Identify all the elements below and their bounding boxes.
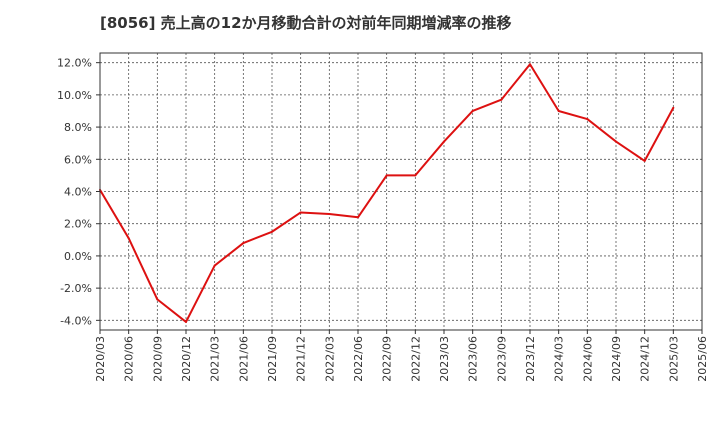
x-tick-label: 2022/12 [409, 336, 422, 382]
x-tick-label: 2021/09 [266, 336, 279, 382]
x-tick-label: 2020/12 [180, 336, 193, 382]
chart-title: [8056] 売上高の12か月移動合計の対前年同期増減率の推移 [100, 14, 512, 32]
data-point [529, 63, 531, 66]
data-point [242, 242, 245, 245]
data-point [185, 320, 187, 323]
x-tick-label: 2022/09 [381, 336, 394, 382]
y-tick-label: 10.0% [57, 89, 92, 102]
x-tick-label: 2021/12 [295, 336, 308, 382]
y-tick-label: 2.0% [64, 218, 92, 231]
x-tick-label: 2020/06 [123, 336, 136, 382]
data-point [156, 298, 159, 301]
y-tick-label: 4.0% [64, 186, 92, 199]
y-tick-label: 0.0% [64, 250, 92, 263]
x-tick-label: 2025/03 [667, 336, 680, 382]
y-tick-label: -2.0% [60, 282, 92, 295]
data-point [471, 109, 474, 112]
x-axis-ticks: 2020/03 2020/06 2020/09 2020/12 2021/03 2021/… [94, 330, 709, 382]
x-tick-label: 2024/03 [553, 336, 566, 382]
x-tick-label: 2020/03 [94, 336, 107, 382]
x-tick-label: 2021/03 [209, 336, 222, 382]
x-tick-label: 2020/09 [151, 336, 164, 382]
data-point [127, 237, 130, 240]
data-point [414, 174, 417, 177]
grid-lines [99, 53, 703, 330]
x-tick-label: 2023/03 [438, 336, 451, 382]
series-group [99, 63, 675, 323]
x-tick-label: 2024/06 [581, 336, 594, 382]
x-tick-label: 2024/12 [639, 336, 652, 382]
x-tick-label: 2023/12 [524, 336, 537, 382]
data-point [643, 159, 646, 162]
plot-frame [99, 52, 703, 331]
y-axis-ticks: 12.0% 10.0% 8.0% 6.0% 4.0% 2.0% 0.0% -2.0% -4.0% [57, 57, 100, 327]
data-point [500, 98, 503, 101]
x-tick-label: 2022/06 [352, 336, 365, 382]
data-point [615, 140, 617, 143]
data-point [213, 264, 216, 267]
data-point [271, 230, 273, 233]
data-point [299, 211, 302, 214]
y-tick-label: 8.0% [64, 121, 92, 134]
data-point [328, 213, 331, 216]
data-point [357, 216, 359, 219]
data-point [443, 140, 445, 143]
data-point [586, 118, 589, 121]
data-point [672, 106, 675, 109]
x-tick-label: 2022/03 [323, 336, 336, 382]
y-tick-label: -4.0% [60, 314, 92, 327]
x-tick-label: 2023/06 [467, 336, 480, 382]
x-tick-label: 2021/06 [237, 336, 250, 382]
y-tick-label: 6.0% [64, 153, 92, 166]
data-point [557, 109, 560, 112]
data-point [385, 174, 388, 177]
x-tick-label: 2023/09 [495, 336, 508, 382]
x-tick-label: 2025/06 [696, 336, 709, 382]
y-tick-label: 12.0% [57, 57, 92, 70]
x-tick-label: 2024/09 [610, 336, 623, 382]
